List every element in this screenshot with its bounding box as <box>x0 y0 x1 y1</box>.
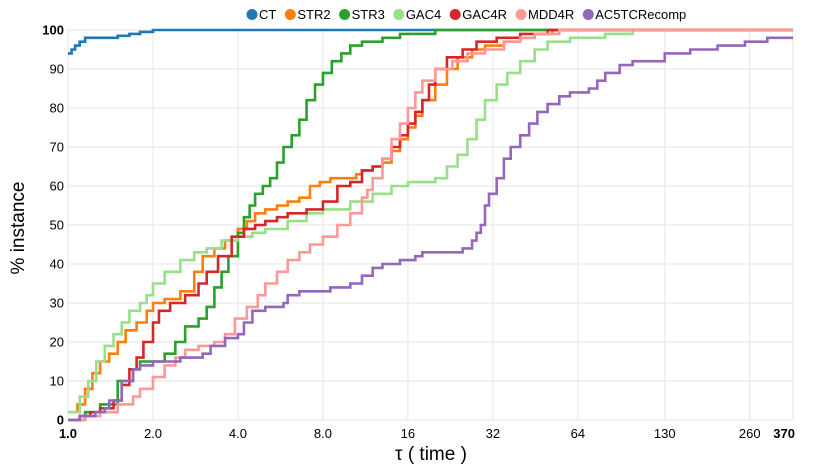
x-tick-label: 16 <box>401 426 415 441</box>
legend-label: GAC4R <box>462 7 507 22</box>
x-tick-label: 130 <box>654 426 676 441</box>
series-lines <box>68 28 793 422</box>
y-tick-label: 100 <box>42 23 64 38</box>
y-tick-label: 70 <box>50 140 64 155</box>
y-tick-label: 50 <box>50 218 64 233</box>
x-tick-label: 2.0 <box>144 426 162 441</box>
y-tick-label: 10 <box>50 374 64 389</box>
x-tick-label: 8.0 <box>314 426 332 441</box>
legend-marker <box>582 9 594 20</box>
series-line-ac5tcrecomp <box>68 36 793 422</box>
y-axis-label: % instance <box>8 182 29 275</box>
legend-marker <box>246 9 258 20</box>
legend-marker <box>449 9 461 20</box>
x-tick-label: 64 <box>571 426 585 441</box>
legend-label: AC5TCRecomp <box>595 7 686 22</box>
legend-item-ct[interactable]: CT <box>246 7 277 22</box>
y-tick-label: 20 <box>50 335 64 350</box>
y-tick-label: 0 <box>57 413 64 428</box>
series-line-gac4 <box>68 28 793 414</box>
legend-item-mdd4r[interactable]: MDD4R <box>515 7 575 22</box>
legend-item-str3[interactable]: STR3 <box>339 7 385 22</box>
x-tick-label: 4.0 <box>229 426 247 441</box>
series-line-mdd4r <box>68 28 793 422</box>
legend-label: MDD4R <box>528 7 574 22</box>
legend-label: CT <box>259 7 276 22</box>
legend-item-gac4r[interactable]: GAC4R <box>449 7 507 22</box>
x-tick-label: 370 <box>773 426 795 441</box>
series-line-str2 <box>68 28 793 414</box>
legend-marker <box>339 9 351 20</box>
y-tick-label: 80 <box>50 101 64 116</box>
x-tick-label: 32 <box>486 426 500 441</box>
x-axis: 1.0 2.0 4.0 8.0 16 32 64 130 260 370 <box>59 426 795 441</box>
legend-item-ac5tcrecomp[interactable]: AC5TCRecomp <box>582 7 687 22</box>
legend-item-str2[interactable]: STR2 <box>284 7 331 22</box>
x-tick-label: 1.0 <box>59 426 77 441</box>
y-tick-label: 60 <box>50 179 64 194</box>
y-tick-label: 30 <box>50 296 64 311</box>
legend-marker <box>515 9 527 20</box>
y-axis: 0 10 20 30 40 50 60 70 80 90 100 <box>42 23 64 428</box>
series-line-ct <box>68 28 793 55</box>
legend-marker <box>284 9 296 20</box>
legend-label: GAC4 <box>406 7 441 22</box>
y-tick-label: 40 <box>50 257 64 272</box>
legend-marker <box>393 9 405 20</box>
x-tick-label: 260 <box>739 426 761 441</box>
legend-label: STR2 <box>297 7 330 22</box>
x-axis-label: τ ( time ) <box>395 444 467 465</box>
legend[interactable]: CT STR2 STR3 GAC4 GAC4R MDD4R AC5TCRecomp <box>246 7 687 22</box>
legend-label: STR3 <box>352 7 385 22</box>
legend-item-gac4[interactable]: GAC4 <box>393 7 441 22</box>
y-tick-label: 90 <box>50 62 64 77</box>
